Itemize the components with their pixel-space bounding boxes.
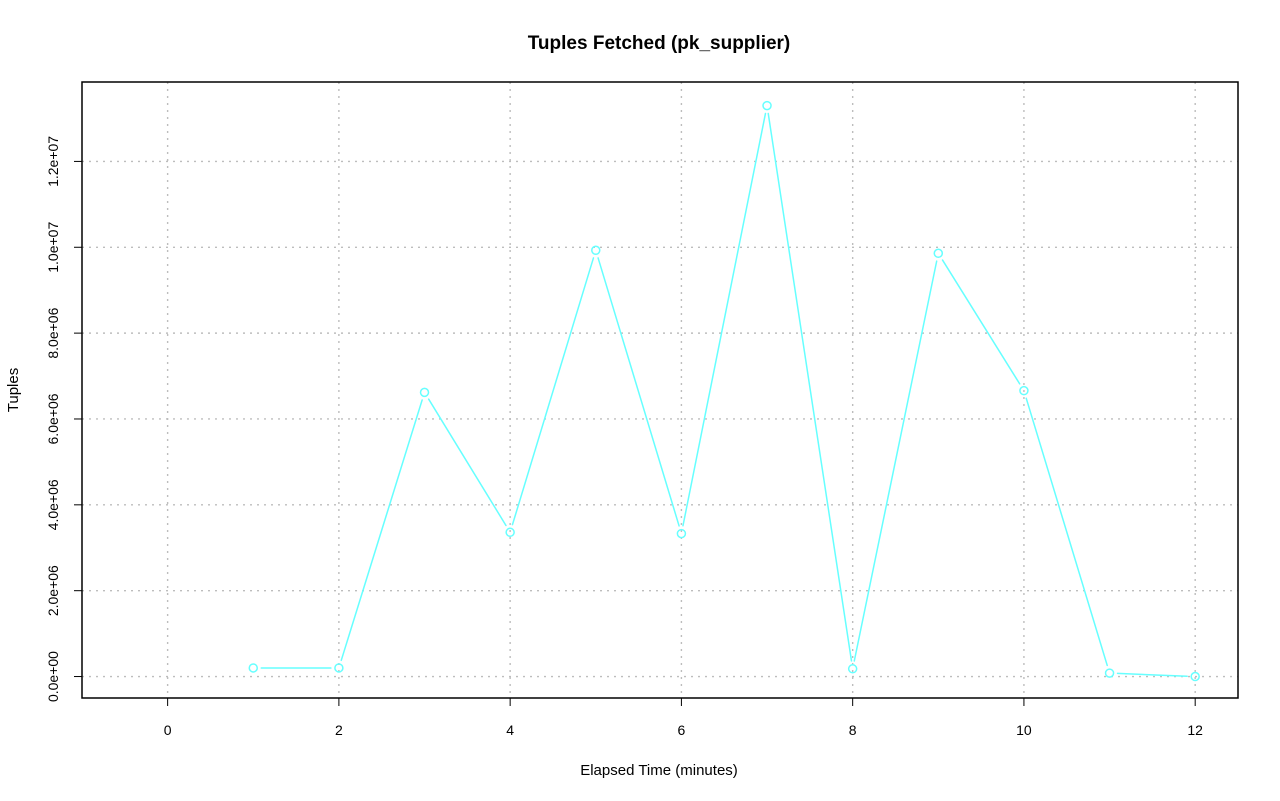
- x-tick-label: 0: [164, 722, 172, 738]
- data-point: [419, 387, 430, 398]
- x-tick-label: 4: [506, 722, 514, 738]
- data-point: [248, 663, 259, 673]
- x-axis-label: Elapsed Time (minutes): [580, 762, 738, 779]
- data-point: [505, 527, 515, 538]
- data-point: [933, 248, 944, 259]
- y-tick-label: 0.0e+00: [45, 651, 61, 702]
- chart-title: Tuples Fetched (pk_supplier): [528, 33, 791, 54]
- series-line-segment: [1025, 397, 1108, 667]
- series-line-segment: [1116, 672, 1188, 677]
- y-tick-label: 1.0e+07: [45, 222, 61, 273]
- y-tick-label: 1.2e+07: [45, 136, 61, 187]
- data-point: [1104, 668, 1115, 678]
- series-line-segment: [511, 257, 595, 526]
- x-tick-label: 10: [1016, 722, 1032, 738]
- series-line-segment: [941, 259, 1021, 385]
- x-tick-label: 2: [335, 722, 343, 738]
- series-line-segment: [340, 399, 423, 662]
- x-tick-label: 8: [849, 722, 857, 738]
- axes: 0 2 4 6 8 10 12 0.0e+00 2.0e+06 4.0e+06 6.0e+06 8.0…: [45, 136, 1203, 738]
- data-point: [1190, 671, 1200, 682]
- data-series: [248, 100, 1200, 682]
- data-point: [1019, 385, 1029, 396]
- series-line-segment: [682, 112, 767, 527]
- grid-lines: [82, 82, 1238, 698]
- y-tick-label: 2.0e+06: [45, 565, 61, 616]
- series-line-segment: [427, 398, 507, 527]
- y-tick-label: 6.0e+06: [45, 393, 61, 444]
- series-line-segment: [853, 260, 938, 662]
- series-line-segment: [597, 257, 680, 527]
- y-tick-label: 4.0e+06: [45, 479, 61, 530]
- data-point: [591, 245, 601, 256]
- plot-frame: [81, 81, 1239, 699]
- data-point: [847, 664, 858, 674]
- y-tick-label: 8.0e+06: [45, 307, 61, 358]
- y-axis-label: Tuples: [5, 368, 22, 412]
- data-point: [334, 663, 344, 673]
- x-tick-label: 12: [1187, 722, 1203, 738]
- data-point: [676, 528, 687, 539]
- x-tick-label: 6: [678, 722, 686, 738]
- series-line-segment: [767, 112, 853, 662]
- data-point: [762, 100, 772, 111]
